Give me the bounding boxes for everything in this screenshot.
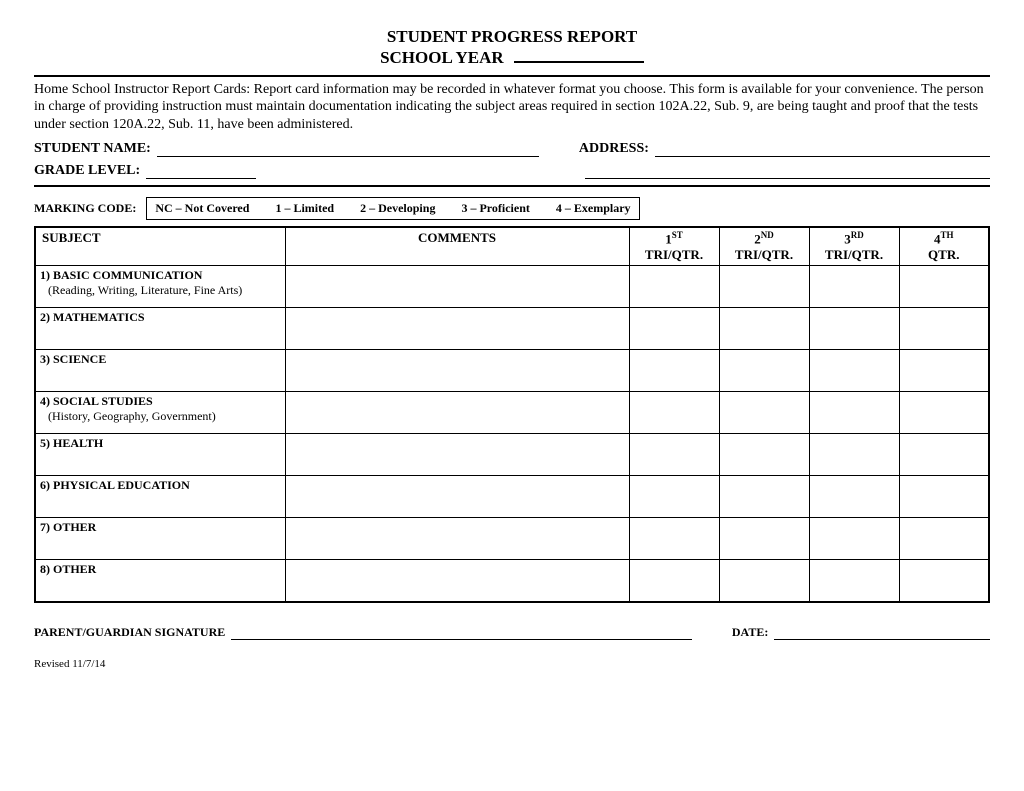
title-block: STUDENT PROGRESS REPORT SCHOOL YEAR — [34, 26, 990, 69]
q2-cell[interactable] — [719, 434, 809, 476]
header-q2: 2NDTRI/QTR. — [719, 227, 809, 266]
subject-cell: 7) OTHER — [35, 518, 285, 560]
divider-mid — [34, 185, 990, 187]
table-body: 1) BASIC COMMUNICATION(Reading, Writing,… — [35, 266, 989, 602]
q1-cell[interactable] — [629, 518, 719, 560]
table-row: 3) SCIENCE — [35, 350, 989, 392]
subtitle-row: SCHOOL YEAR — [380, 47, 644, 68]
date-label: DATE: — [732, 625, 768, 640]
address-label: ADDRESS: — [579, 141, 649, 157]
subject-cell: 5) HEALTH — [35, 434, 285, 476]
grade-level-input[interactable] — [146, 165, 256, 179]
q1-cell[interactable] — [629, 392, 719, 434]
address-input[interactable] — [655, 143, 990, 157]
comments-cell[interactable] — [285, 518, 629, 560]
header-subject: SUBJECT — [35, 227, 285, 266]
table-row: 2) MATHEMATICS — [35, 308, 989, 350]
q4-cell[interactable] — [899, 392, 989, 434]
marking-code-row: MARKING CODE: NC – Not Covered 1 – Limit… — [34, 197, 990, 220]
q2-cell[interactable] — [719, 308, 809, 350]
marking-code-box: NC – Not Covered 1 – Limited 2 – Develop… — [146, 197, 639, 220]
q4-cell[interactable] — [899, 476, 989, 518]
q2-cell[interactable] — [719, 266, 809, 308]
table-row: 5) HEALTH — [35, 434, 989, 476]
q4-cell[interactable] — [899, 518, 989, 560]
header-row: SUBJECT COMMENTS 1STTRI/QTR. 2NDTRI/QTR.… — [35, 227, 989, 266]
address-input-2[interactable] — [585, 165, 990, 179]
signature-input[interactable] — [231, 628, 692, 640]
q4-cell[interactable] — [899, 308, 989, 350]
q3-cell[interactable] — [809, 308, 899, 350]
q4-cell[interactable] — [899, 266, 989, 308]
name-address-row: STUDENT NAME: ADDRESS: — [34, 141, 990, 157]
q2-cell[interactable] — [719, 560, 809, 602]
q1-cell[interactable] — [629, 434, 719, 476]
signature-label: PARENT/GUARDIAN SIGNATURE — [34, 625, 225, 640]
grade-level-label: GRADE LEVEL: — [34, 163, 140, 179]
table-row: 1) BASIC COMMUNICATION(Reading, Writing,… — [35, 266, 989, 308]
comments-cell[interactable] — [285, 476, 629, 518]
q2-cell[interactable] — [719, 476, 809, 518]
table-row: 7) OTHER — [35, 518, 989, 560]
comments-cell[interactable] — [285, 392, 629, 434]
q2-cell[interactable] — [719, 350, 809, 392]
q3-cell[interactable] — [809, 518, 899, 560]
intro-text: Home School Instructor Report Cards: Rep… — [34, 81, 990, 134]
subject-cell: 3) SCIENCE — [35, 350, 285, 392]
table-row: 6) PHYSICAL EDUCATION — [35, 476, 989, 518]
grade-row: GRADE LEVEL: — [34, 163, 990, 179]
comments-cell[interactable] — [285, 434, 629, 476]
q3-cell[interactable] — [809, 266, 899, 308]
q1-cell[interactable] — [629, 266, 719, 308]
header-q4: 4THQTR. — [899, 227, 989, 266]
q1-cell[interactable] — [629, 560, 719, 602]
student-name-label: STUDENT NAME: — [34, 141, 151, 157]
subject-cell: 4) SOCIAL STUDIES(History, Geography, Go… — [35, 392, 285, 434]
code-2: 2 – Developing — [360, 201, 435, 216]
q3-cell[interactable] — [809, 392, 899, 434]
q1-cell[interactable] — [629, 308, 719, 350]
code-3: 3 – Proficient — [461, 201, 529, 216]
q3-cell[interactable] — [809, 350, 899, 392]
divider-top — [34, 75, 990, 77]
comments-cell[interactable] — [285, 266, 629, 308]
subject-cell: 6) PHYSICAL EDUCATION — [35, 476, 285, 518]
subject-cell: 2) MATHEMATICS — [35, 308, 285, 350]
code-nc: NC – Not Covered — [155, 201, 249, 216]
q3-cell[interactable] — [809, 476, 899, 518]
subtitle: SCHOOL YEAR — [380, 48, 504, 67]
header-q1: 1STTRI/QTR. — [629, 227, 719, 266]
header-q3: 3RDTRI/QTR. — [809, 227, 899, 266]
subject-cell: 8) OTHER — [35, 560, 285, 602]
q4-cell[interactable] — [899, 434, 989, 476]
comments-cell[interactable] — [285, 308, 629, 350]
signature-row: PARENT/GUARDIAN SIGNATURE DATE: — [34, 625, 990, 640]
q4-cell[interactable] — [899, 350, 989, 392]
school-year-blank[interactable] — [514, 49, 644, 63]
q4-cell[interactable] — [899, 560, 989, 602]
date-input[interactable] — [774, 628, 990, 640]
q3-cell[interactable] — [809, 560, 899, 602]
progress-table: SUBJECT COMMENTS 1STTRI/QTR. 2NDTRI/QTR.… — [34, 226, 990, 603]
header-comments: COMMENTS — [285, 227, 629, 266]
table-row: 8) OTHER — [35, 560, 989, 602]
title: STUDENT PROGRESS REPORT — [34, 26, 990, 47]
page: STUDENT PROGRESS REPORT SCHOOL YEAR Home… — [0, 0, 1024, 680]
marking-code-label: MARKING CODE: — [34, 201, 136, 216]
revised-date: Revised 11/7/14 — [34, 658, 990, 670]
subject-cell: 1) BASIC COMMUNICATION(Reading, Writing,… — [35, 266, 285, 308]
q1-cell[interactable] — [629, 350, 719, 392]
code-4: 4 – Exemplary — [556, 201, 631, 216]
q1-cell[interactable] — [629, 476, 719, 518]
comments-cell[interactable] — [285, 350, 629, 392]
q3-cell[interactable] — [809, 434, 899, 476]
table-row: 4) SOCIAL STUDIES(History, Geography, Go… — [35, 392, 989, 434]
comments-cell[interactable] — [285, 560, 629, 602]
q2-cell[interactable] — [719, 392, 809, 434]
q2-cell[interactable] — [719, 518, 809, 560]
code-1: 1 – Limited — [275, 201, 334, 216]
student-name-input[interactable] — [157, 143, 539, 157]
